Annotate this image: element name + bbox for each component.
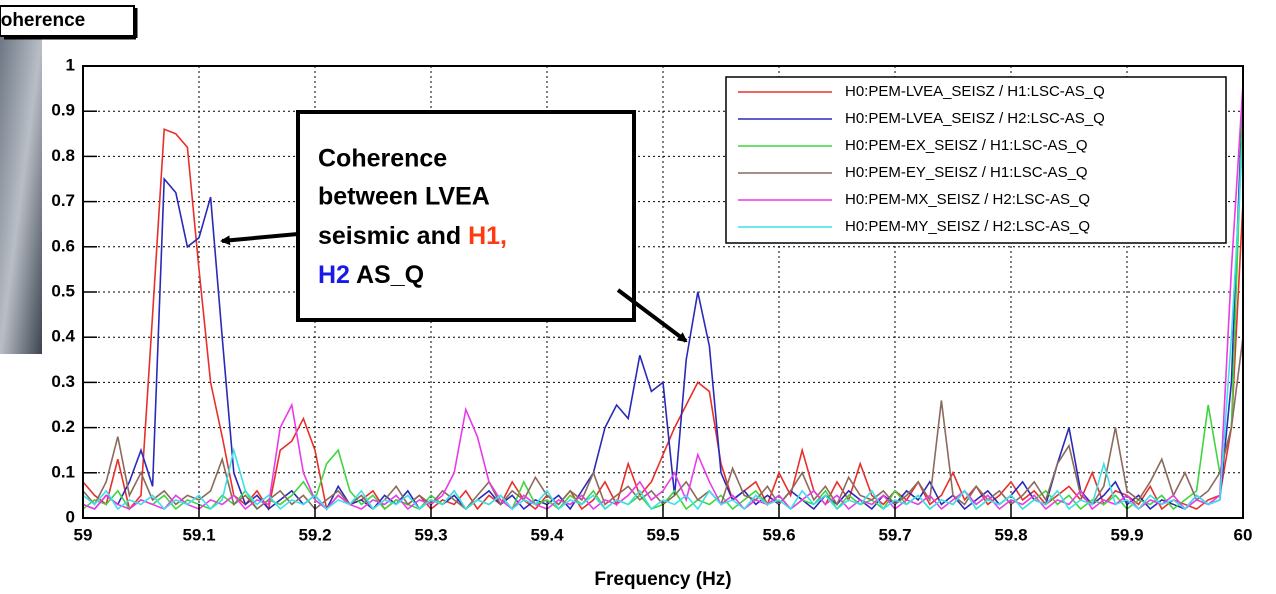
y-tick-label: 0.2 <box>51 417 75 436</box>
x-tick-label: 59.1 <box>182 525 215 544</box>
annotation-text: seismic and <box>318 222 468 250</box>
header-label: Coherence <box>0 10 85 31</box>
x-tick-label: 59 <box>74 525 93 544</box>
y-tick-label: 0.8 <box>51 146 75 165</box>
series-line <box>83 84 1244 511</box>
series-line <box>83 133 1244 511</box>
y-tick-label: 0.9 <box>51 101 75 120</box>
y-tick-label: 0.3 <box>51 372 75 391</box>
y-tick-label: 0.7 <box>51 191 75 210</box>
header-box <box>0 5 135 37</box>
legend-label: H0:PEM-LVEA_SEISZ / H1:LSC-AS_Q <box>845 83 1105 100</box>
y-tick-label: 0.1 <box>51 462 75 481</box>
x-tick-label: 59.3 <box>414 525 447 544</box>
annotation-text: seismic and H1, <box>318 222 507 250</box>
legend-label: H0:PEM-EY_SEISZ / H1:LSC-AS_Q <box>845 164 1088 181</box>
y-tick-label: 1 <box>66 55 75 74</box>
annotation-text: between LVEA <box>318 183 490 211</box>
y-tick-label: 0 <box>66 507 75 526</box>
y-tick-label: 0.5 <box>51 281 75 300</box>
annotation-h1: H1, <box>468 222 507 250</box>
legend-label: H0:PEM-MX_SEISZ / H2:LSC-AS_Q <box>845 191 1090 208</box>
x-tick-label: 59.8 <box>994 525 1027 544</box>
x-tick-label: 59.7 <box>878 525 911 544</box>
y-tick-label: 0.4 <box>51 327 75 346</box>
x-tick-label: 60 <box>1234 525 1253 544</box>
annotation-text: H2 AS_Q <box>318 261 424 289</box>
annotation-text: Coherence <box>318 145 447 173</box>
x-tick-label: 59.5 <box>646 525 679 544</box>
annotation-h2: H2 <box>318 261 350 289</box>
legend-label: H0:PEM-EX_SEISZ / H1:LSC-AS_Q <box>845 137 1088 154</box>
photo-strip <box>0 36 42 354</box>
legend-box <box>725 76 1227 244</box>
annotation-arrow <box>616 288 688 343</box>
legend-label: H0:PEM-LVEA_SEISZ / H2:LSC-AS_Q <box>845 110 1105 127</box>
x-tick-label: 59.9 <box>1110 525 1143 544</box>
legend-label: H0:PEM-MY_SEISZ / H2:LSC-AS_Q <box>845 218 1090 235</box>
ticks: 59 59.1 59.2 59.3 59.4 59.5 59.6 59.7 59.8 59.9 60… <box>51 55 1252 544</box>
x-tick-label: 59.4 <box>530 525 564 544</box>
annotation-arrow <box>220 232 299 246</box>
series-line <box>83 128 1244 512</box>
annotation-box <box>296 110 636 322</box>
legend: H0:PEM-LVEA_SEISZ / H1:LSC-AS_Q H0:PEM-LV… <box>725 76 1227 244</box>
x-tick-label: 59.2 <box>298 525 331 544</box>
annotation-text: AS_Q <box>350 261 424 289</box>
x-tick-label: 59.6 <box>762 525 795 544</box>
series-lines <box>83 84 1244 512</box>
y-tick-label: 0.6 <box>51 236 75 255</box>
x-axis-label: Frequency (Hz) <box>594 569 731 590</box>
